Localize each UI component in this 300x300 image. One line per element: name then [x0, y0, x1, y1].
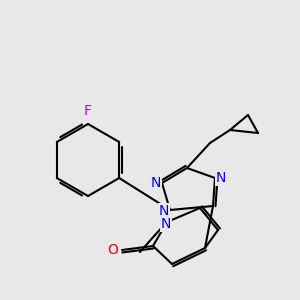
Text: N: N: [216, 171, 226, 185]
Text: N: N: [151, 176, 161, 190]
Text: N: N: [159, 204, 169, 218]
Text: N: N: [161, 217, 171, 231]
Text: O: O: [108, 243, 118, 257]
Text: F: F: [84, 104, 92, 118]
